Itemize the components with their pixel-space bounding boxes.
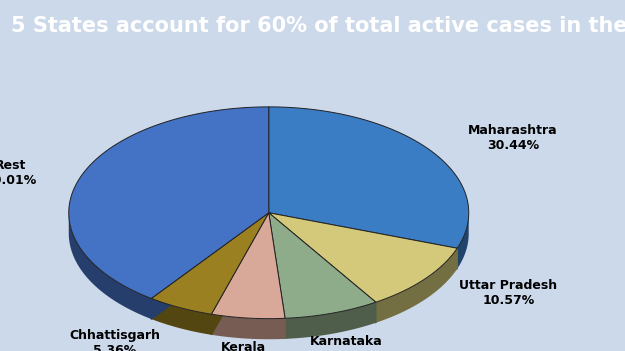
Polygon shape xyxy=(69,107,269,298)
Text: 5 States account for 60% of total active cases in the country: 5 States account for 60% of total active… xyxy=(11,16,625,36)
Polygon shape xyxy=(269,213,376,323)
Text: Uttar Pradesh
10.57%: Uttar Pradesh 10.57% xyxy=(459,279,558,307)
Polygon shape xyxy=(376,248,457,323)
Text: Karnataka
7.69%: Karnataka 7.69% xyxy=(310,335,382,351)
Polygon shape xyxy=(269,213,457,302)
Polygon shape xyxy=(211,213,285,319)
Polygon shape xyxy=(269,213,376,323)
Text: Kerala
5.93%: Kerala 5.93% xyxy=(221,341,266,351)
Polygon shape xyxy=(269,213,285,339)
Polygon shape xyxy=(151,213,269,319)
Polygon shape xyxy=(457,214,469,269)
Polygon shape xyxy=(69,213,151,319)
Polygon shape xyxy=(211,314,285,339)
Polygon shape xyxy=(285,302,376,339)
Text: Rest
40.01%: Rest 40.01% xyxy=(0,159,37,187)
Polygon shape xyxy=(151,213,269,314)
Polygon shape xyxy=(269,213,457,269)
Polygon shape xyxy=(269,107,469,248)
Polygon shape xyxy=(269,213,376,318)
Polygon shape xyxy=(269,213,285,339)
Polygon shape xyxy=(269,213,457,269)
Polygon shape xyxy=(151,213,269,319)
Polygon shape xyxy=(211,213,269,335)
Polygon shape xyxy=(151,298,211,335)
Text: Chhattisgarh
5.36%: Chhattisgarh 5.36% xyxy=(69,329,161,351)
Text: Maharashtra
30.44%: Maharashtra 30.44% xyxy=(468,124,558,152)
Polygon shape xyxy=(211,213,269,335)
